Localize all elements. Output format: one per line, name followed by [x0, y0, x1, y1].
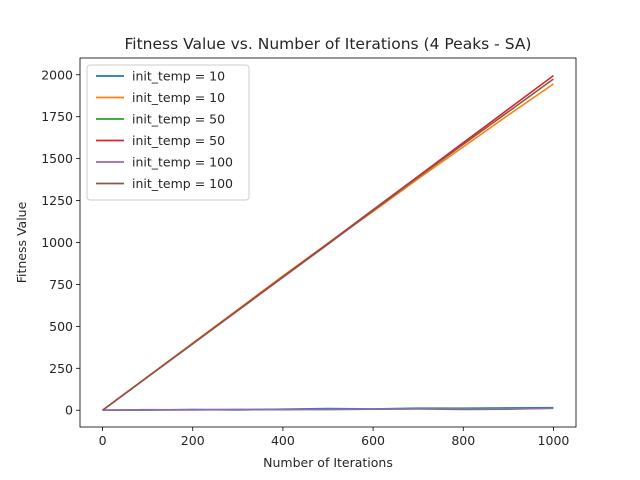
y-tick-label: 1500 [41, 151, 73, 166]
legend-entry: init_temp = 50 [132, 133, 225, 148]
legend-entry: init_temp = 10 [132, 90, 225, 105]
legend-entry: init_temp = 50 [132, 112, 225, 127]
legend-entry: init_temp = 100 [132, 176, 233, 191]
legend-entry: init_temp = 10 [132, 69, 225, 84]
legend: init_temp = 10 init_temp = 10 init_temp = … [86, 64, 250, 201]
x-tick-label: 800 [451, 433, 475, 448]
y-tick-label: 750 [49, 277, 73, 292]
x-tick-label: 1000 [538, 433, 570, 448]
legend-entry: init_temp = 100 [132, 155, 233, 170]
y-tick-label: 1000 [41, 235, 73, 250]
y-tick-label: 2000 [41, 67, 73, 82]
series-line-4 [102, 407, 554, 412]
y-tick-label: 1250 [41, 193, 73, 208]
chart-title: Fitness Value vs. Number of Iterations (… [125, 35, 532, 53]
x-tick-label: 200 [181, 433, 205, 448]
x-tick-label: 600 [361, 433, 385, 448]
series-layer [102, 74, 554, 412]
y-axis-label: Fitness Value [14, 201, 29, 283]
y-tick-label: 500 [49, 319, 73, 334]
legend-box [86, 64, 250, 201]
x-axis-label: Number of Iterations [263, 455, 393, 470]
y-tick-label: 1750 [41, 109, 73, 124]
series-line-5 [102, 78, 554, 411]
x-tick-label: 0 [99, 433, 107, 448]
x-tick-label: 400 [271, 433, 295, 448]
y-tick-label: 0 [65, 403, 73, 418]
x-axis: 0 200 400 600 800 1000 [99, 427, 570, 448]
y-tick-label: 250 [49, 361, 73, 376]
y-axis: 0 250 500 750 1000 1250 1500 1750 2000 [41, 67, 80, 418]
